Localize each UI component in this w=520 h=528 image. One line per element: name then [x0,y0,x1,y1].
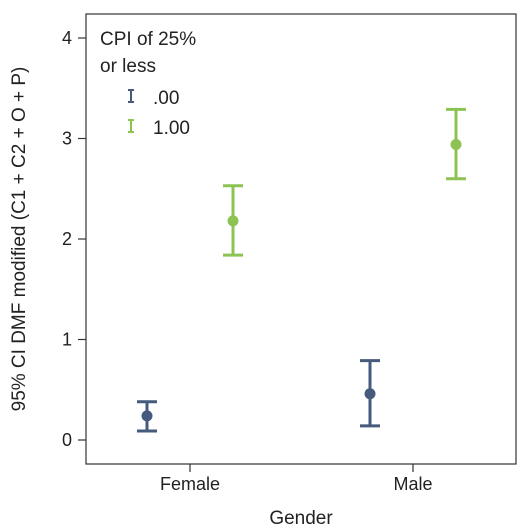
legend-title-line2: or less [100,56,156,77]
y-axis: 0 1 2 3 4 [62,28,86,450]
x-tick-label-female: Female [160,474,220,494]
y-tick-label-4: 4 [62,28,72,48]
legend-item-1p00: 1.00 [128,118,190,139]
errorbar-p00-female [137,400,157,433]
legend-label: .00 [153,88,179,109]
x-axis: Female Male [160,464,433,494]
y-tick-label-1: 1 [62,330,72,350]
legend-item-p00: .00 [128,88,179,109]
mean-point [450,139,462,151]
errorbar-p00-male [360,359,380,428]
legend: CPI of 25% or less .00 1.00 [100,29,196,139]
y-tick-label-3: 3 [62,129,72,149]
mean-point [227,215,239,227]
x-tick-label-male: Male [393,474,432,494]
errorbar-1p00-female [223,184,243,257]
legend-title-line1: CPI of 25% [100,29,196,50]
plot-frame [85,13,517,465]
mean-point [141,410,153,422]
legend-label: 1.00 [153,118,190,139]
chart-marks [137,107,466,433]
x-axis-title: Gender [269,508,333,528]
y-tick-label-0: 0 [62,430,72,450]
y-tick-label-2: 2 [62,229,72,249]
y-axis-title: 95% CI DMF modified (C1 + C2 + O + P) [9,67,30,412]
legend-items: .00 1.00 [128,88,190,139]
errorbar-1p00-male [446,107,466,181]
mean-point [364,388,376,400]
